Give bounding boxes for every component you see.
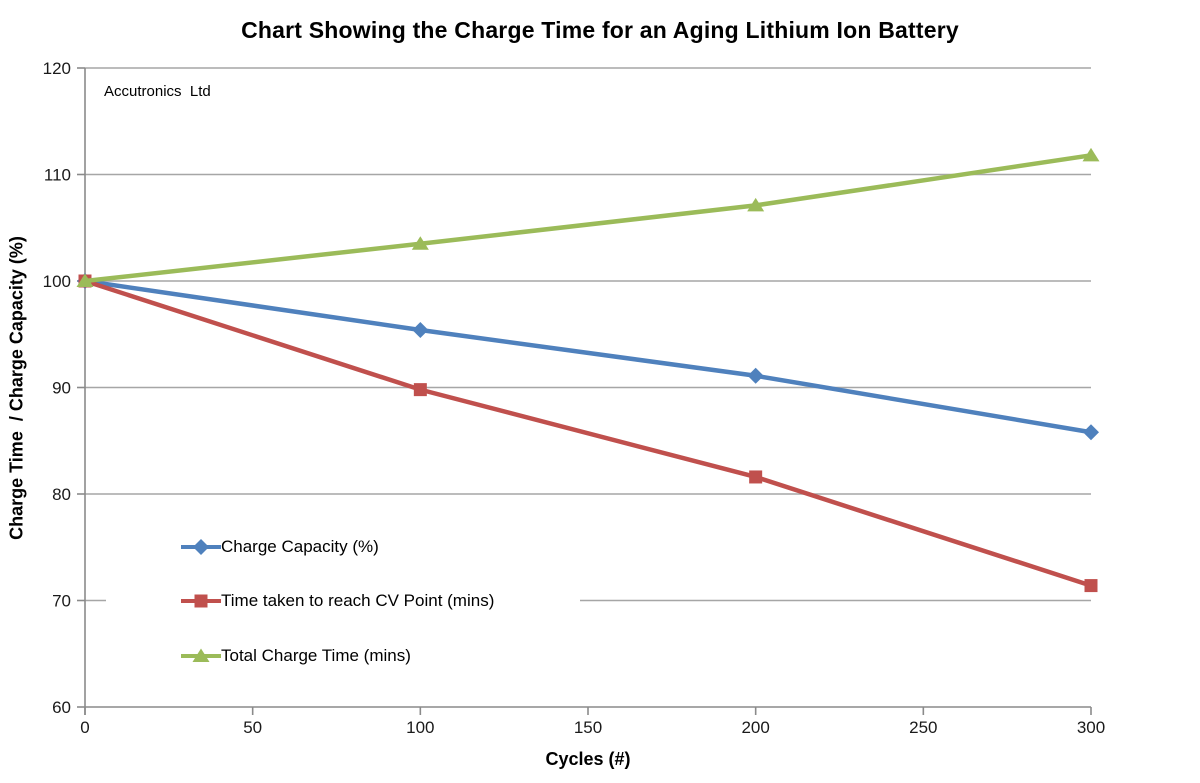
y-tick-label: 100: [43, 272, 71, 291]
series-marker: [1083, 424, 1099, 441]
x-tick-label: 300: [1077, 718, 1105, 737]
legend-marker-triangle-icon: [181, 648, 221, 662]
series-marker: [747, 197, 765, 212]
series-line: [84, 278, 1092, 435]
legend: Charge Capacity (%) Time taken to reach C…: [106, 520, 580, 683]
series-marker: [747, 367, 764, 384]
series-marker: [412, 321, 429, 338]
series-marker: [76, 273, 94, 287]
chart-title: Chart Showing the Charge Time for an Agi…: [241, 17, 959, 43]
y-tick-label: 90: [52, 379, 71, 398]
legend-marker: [194, 594, 208, 608]
series-line: [84, 278, 1092, 588]
x-tick-label: 0: [80, 718, 89, 737]
y-tick-label: 120: [43, 59, 71, 78]
legend-label: Total Charge Time (mins): [221, 645, 411, 665]
y-tick-label: 60: [52, 698, 71, 717]
x-tick-label: 250: [909, 718, 937, 737]
legend-marker: [192, 648, 210, 662]
legend-label: Time taken to reach CV Point (mins): [221, 591, 495, 611]
x-tick-label: 200: [741, 718, 769, 737]
legend-item: Total Charge Time (mins): [181, 645, 580, 665]
series-line: [84, 153, 1092, 284]
x-tick-label: 150: [574, 718, 602, 737]
y-tick-label: 110: [44, 166, 71, 185]
series-marker: [413, 383, 427, 397]
legend-item: Time taken to reach CV Point (mins): [181, 592, 580, 610]
series-marker: [749, 470, 763, 484]
series-marker: [411, 236, 429, 250]
x-tick-label: 50: [243, 718, 262, 737]
legend-item: Charge Capacity (%): [181, 538, 580, 556]
y-tick-label: 70: [52, 592, 71, 611]
legend-marker: [193, 539, 209, 556]
company-annotation: Accutronics Ltd: [104, 83, 211, 100]
x-axis-title: Cycles (#): [545, 749, 631, 769]
series-marker: [1082, 147, 1100, 162]
legend-marker-square-icon: [181, 594, 221, 608]
series-marker: [1084, 579, 1098, 593]
x-tick-label: 100: [406, 718, 434, 737]
y-tick-label: 80: [52, 485, 71, 504]
legend-label: Charge Capacity (%): [221, 537, 379, 557]
legend-marker-diamond-icon: [181, 539, 221, 556]
